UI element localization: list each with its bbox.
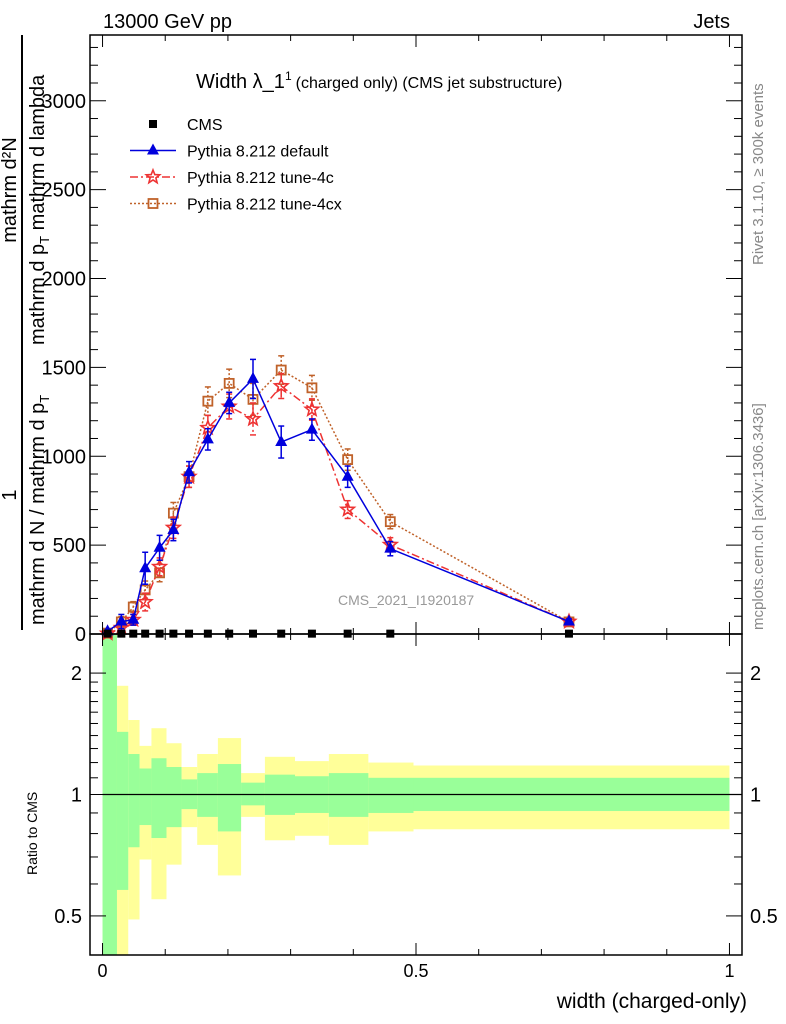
title-rest: (charged only) (CMS jet substructure) xyxy=(296,75,563,92)
data-point-pythia-8-212-default xyxy=(341,469,354,481)
data-point-pythia-8-212-tune-4c xyxy=(136,592,154,610)
ratio-stat-band xyxy=(139,768,152,826)
data-point-pythia-8-212-tune-4cx xyxy=(202,395,214,407)
ratio-stat-band xyxy=(166,766,182,828)
data-point-pythia-8-212-tune-4cx xyxy=(223,377,235,389)
title-main: Width λ_1 xyxy=(196,71,285,93)
mcplots-info: mcplots.cern.ch [arXiv:1306.3436] xyxy=(750,403,767,630)
data-point-pythia-8-212-default xyxy=(275,435,288,447)
data-point-pythia-8-212-tune-4cx xyxy=(306,382,318,394)
legend-marker-pythia-8-212-tune-4c xyxy=(144,167,162,185)
ratio-stat-band xyxy=(128,754,140,848)
data-point-pythia-8-212-default xyxy=(183,465,196,477)
ratio-y-tick-label-left: 1 xyxy=(71,785,82,807)
title-sup: 1 xyxy=(285,69,292,83)
data-point-pythia-8-212-tune-4c xyxy=(303,400,321,418)
data-point-pythia-8-212-default xyxy=(167,523,180,535)
data-point-pythia-8-212-default xyxy=(562,614,575,626)
legend-label-pythia-8-212-default: Pythia 8.212 default xyxy=(187,144,329,161)
header-left: 13000 GeV pp xyxy=(103,11,232,33)
data-point-pythia-8-212-default xyxy=(201,432,214,444)
ratio-stat-band xyxy=(217,764,242,832)
y-tick-label: 2500 xyxy=(42,180,87,202)
axes: 0 0.5 1 0 500 1000 1500 2000 2500 3000 0.5 0.5 1 1 2 2 xyxy=(42,34,778,981)
ratio-stat-band xyxy=(368,777,414,813)
ratio-y-label: Ratio to CMS xyxy=(24,792,40,875)
data-point-pythia-8-212-tune-4cx xyxy=(342,454,354,466)
x-tick-label: 0.5 xyxy=(403,961,428,981)
legend-marker-cms xyxy=(149,120,157,128)
data-point-pythia-8-212-default xyxy=(153,540,166,552)
x-tick-label: 0 xyxy=(98,961,108,981)
ratio-panel xyxy=(102,634,742,955)
data-point-pythia-8-212-tune-4c xyxy=(338,500,357,517)
y-axis-label: 1 mathrm d N / mathrm d pT mathrm d²N ma… xyxy=(0,35,52,630)
rivet-info: Rivet 3.1.10, ≥ 300k events xyxy=(750,83,767,265)
ratio-stat-band xyxy=(116,731,129,890)
y-tick-label: 500 xyxy=(53,535,86,557)
ratio-y-tick-label-right: 0.5 xyxy=(750,906,778,928)
analysis-watermark: CMS_2021_I1920187 xyxy=(338,592,474,608)
plot-title: Width λ_11 (charged only) (CMS jet substr… xyxy=(196,69,562,93)
data-point-pythia-8-212-tune-4c xyxy=(244,409,262,427)
data-point-pythia-8-212-default xyxy=(139,561,152,573)
y-tick-label: 1000 xyxy=(42,446,87,468)
ylabel-frac2-num: mathrm d²N xyxy=(0,137,21,243)
svg-text:Width λ_11(charged only) (CMS: Width λ_11 (charged only) (CMS jet substr… xyxy=(196,69,562,93)
ratio-y-tick-label-left: 2 xyxy=(71,663,82,685)
legend-label-cms: CMS xyxy=(187,117,223,134)
y-tick-label: 2000 xyxy=(42,269,87,291)
legend-label-pythia-8-212-tune-4cx: Pythia 8.212 tune-4cx xyxy=(187,197,342,214)
data-point-pythia-8-212-tune-4c xyxy=(272,376,290,394)
ratio-stat-band xyxy=(151,758,167,839)
y-tick-label: 3000 xyxy=(42,91,87,113)
x-tick-label: 1 xyxy=(724,961,734,981)
ylabel-frac1-den: mathrm d N / mathrm d pT xyxy=(27,395,52,625)
y-tick-label: 1500 xyxy=(42,357,87,379)
data-point-pythia-8-212-default xyxy=(305,422,318,434)
ratio-y-tick-label-right: 1 xyxy=(750,785,761,807)
legend-label-pythia-8-212-tune-4c: Pythia 8.212 tune-4c xyxy=(187,170,334,187)
series-line-pythia-8-212-tune-4cx xyxy=(107,369,570,634)
data-point-pythia-8-212-tune-4cx xyxy=(384,516,396,528)
legend-marker-pythia-8-212-default xyxy=(147,143,159,155)
legend: CMS Pythia 8.212 default Pythia 8.212 tune… xyxy=(130,117,342,214)
legend-marker-pythia-8-212-tune-4cx xyxy=(147,198,159,209)
data-point-pythia-8-212-default xyxy=(127,612,140,624)
y-tick-label: 0 xyxy=(75,624,86,646)
ylabel-frac1-num: 1 xyxy=(0,489,21,500)
ylabel-frac2-den: mathrm d pT mathrm d lambda xyxy=(27,74,52,345)
x-axis-label: width (charged-only) xyxy=(556,990,747,1013)
data-point-pythia-8-212-tune-4c xyxy=(150,557,169,575)
ratio-y-tick-label-right: 2 xyxy=(750,663,761,685)
data-point-pythia-8-212-default xyxy=(384,541,397,553)
data-point-pythia-8-212-default xyxy=(115,614,128,626)
header-right: Jets xyxy=(693,11,730,33)
data-point-pythia-8-212-default xyxy=(223,395,236,407)
ratio-y-tick-label-left: 0.5 xyxy=(54,906,82,928)
data-point-pythia-8-212-default xyxy=(247,371,259,383)
